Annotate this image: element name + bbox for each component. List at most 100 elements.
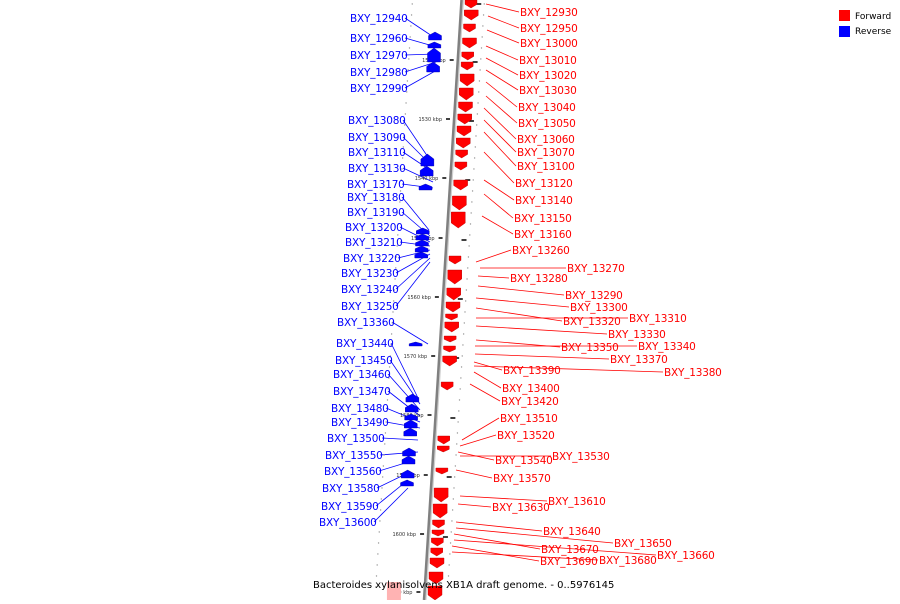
track-dot [401,168,403,170]
forward-gene [459,73,475,87]
forward-leader-line [477,275,510,279]
track-dot [392,300,395,302]
forward-gene [435,467,449,475]
forward-gene-label: BXY_13510 [500,413,558,425]
track-dot [409,36,411,38]
forward-leader-line [475,297,570,308]
reverse-leader-line [381,437,419,441]
reverse-gene [405,393,420,403]
forward-gene [431,537,444,547]
track-dot [408,58,410,60]
forward-leader-line [453,539,657,556]
reverse-leader-line [387,373,421,411]
track-dot [377,542,380,544]
forward-gene-label: BXY_13010 [519,55,577,67]
forward-gene-label: BXY_13150 [514,213,572,225]
track-dot [463,322,466,324]
tick-label: 1560 kbp [407,295,431,301]
track-dot [411,3,413,5]
backbone-line [422,0,463,601]
forward-gene [428,571,444,585]
forward-leader-line [485,57,519,76]
reverse-leader-line [401,196,430,231]
forward-gene-label: BXY_13320 [563,316,621,328]
tick-label: 1570 kbp [404,354,428,360]
forward-leader-line [451,551,599,561]
track-dot [454,465,457,467]
track-dot [473,157,476,159]
track-dot [467,256,470,258]
track-dot [405,102,407,104]
forward-leader-line [459,495,548,502]
forward-leader-line [474,353,610,360]
forward-gene-label: BXY_13070 [517,147,575,159]
track-dot [403,124,406,126]
track-dot [408,47,411,49]
tick-label: 1530 kbp [418,117,442,123]
track-dot [384,443,386,445]
forward-gene [457,113,472,125]
track-dot [461,355,463,357]
reverse-gene-label: BXY_12940 [350,13,408,25]
track-dot [378,531,380,533]
reverse-gene [428,31,442,41]
reverse-gene [414,251,428,259]
reverse-gene-label: BXY_13450 [335,355,393,367]
track-dot [406,91,408,93]
forward-gene [452,195,467,211]
forward-gene-label: BXY_13160 [514,229,572,241]
track-dot [410,14,413,16]
gene-labels: BXY_12940 BXY_12960 BXY_12970 BXY_12980 BXY_… [319,7,722,568]
track-dot [383,454,385,456]
forward-leader-line [483,151,515,184]
reverse-gene [404,419,418,429]
reverse-gene-label: BXY_13600 [319,517,377,529]
reverse-gene [405,403,419,413]
forward-gene [463,23,476,33]
reverse-gene [420,153,435,167]
forward-gene [446,287,461,301]
forward-gene [443,345,456,353]
forward-gene [454,161,468,171]
forward-leader-line [485,45,519,61]
track-dot [404,113,407,115]
forward-leader-line [481,215,514,235]
reverse-leader-line [395,257,431,290]
reverse-gene-label: BXY_13470 [333,386,391,398]
track-dot [480,58,482,60]
forward-gene-label: BXY_13040 [518,102,576,114]
reverse-gene [418,183,433,191]
forward-gene [433,487,449,503]
reverse-gene-label: BXY_13110 [348,147,406,159]
reverse-gene [408,341,423,347]
track-dot [398,212,400,214]
track-dot [391,322,394,324]
forward-gene [460,61,474,71]
forward-gene-label: BXY_13290 [565,290,623,302]
forward-gene [440,381,454,391]
track-dot [376,564,378,566]
forward-gene [464,0,478,9]
forward-gene [442,355,457,367]
forward-gene [432,503,448,519]
reverse-gene-label: BXY_13550 [325,450,383,462]
track-dot [448,564,450,566]
forward-gene-label: BXY_13280 [510,273,568,285]
reverse-gene-label: BXY_13200 [345,222,403,234]
track-dot [455,454,457,456]
track-dot [462,344,464,346]
track-dot [466,278,468,280]
track-dot [403,135,405,137]
legend: Forward Reverse [839,10,892,37]
track-dot [482,25,484,27]
track-dot [473,168,475,170]
reverse-gene-label: BXY_13590 [321,501,379,513]
forward-gene [455,149,468,159]
forward-gene [451,211,466,229]
track-dot [478,91,480,93]
reverse-gene-label: BXY_13500 [327,433,385,445]
forward-leader-line [457,503,492,508]
forward-gene-label: BXY_13300 [570,302,628,314]
reverse-gene-label: BXY_12970 [350,50,408,62]
